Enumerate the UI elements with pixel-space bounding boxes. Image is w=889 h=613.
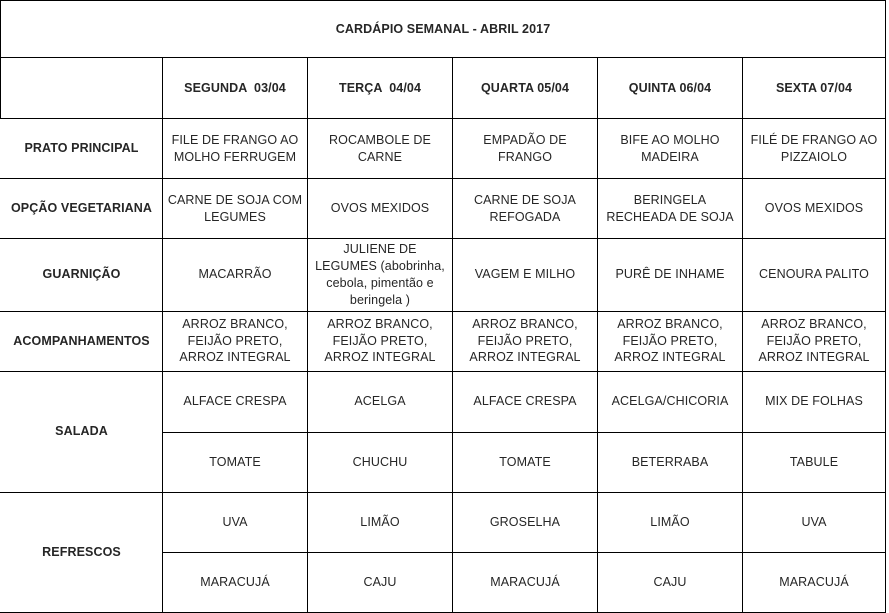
table-corner-cell [0,57,163,119]
cell-salada1-sexta: MIX DE FOLHAS [741,370,887,433]
cell-salada1-quinta: ACELGA/CHICORIA [597,370,743,433]
cell-guarnicao-terca: JULIENE DE LEGUMES (abobrinha, cebola, p… [307,238,453,312]
table-row-guarnicao: GUARNIÇÃO MACARRÃO JULIENE DE LEGUMES (a… [0,238,887,312]
cell-refrescos1-segunda: UVA [162,491,308,553]
cell-refrescos2-terca: CAJU [307,551,453,613]
table-row-salada-2: TOMATE CHUCHU TOMATE BETERRABA TABULE [1,431,887,493]
cell-salada1-quarta: ALFACE CRESPA [452,370,598,433]
cell-acompanhamentos-quarta: ARROZ BRANCO, FEIJÃO PRETO, ARROZ INTEGR… [452,310,598,372]
cell-refrescos1-quinta: LIMÃO [597,491,743,553]
table-row-acompanhamentos: ACOMPANHAMENTOS ARROZ BRANCO, FEIJÃO PRE… [0,310,887,372]
cell-prato-principal-quarta: EMPADÃO DE FRANGO [452,118,598,179]
table-row-refrescos-1: REFRESCOS UVA LIMÃO GROSELHA LIMÃO UVA [0,491,887,613]
cell-salada2-terca: CHUCHU [307,431,453,493]
cell-opcao-vegetariana-sexta: OVOS MEXIDOS [741,178,887,239]
cell-guarnicao-sexta: CENOURA PALITO [741,238,887,312]
cell-prato-principal-segunda: FILE DE FRANGO AO MOLHO FERRUGEM [162,118,308,179]
day-header-segunda: SEGUNDA 03/04 [162,57,308,119]
day-header-quinta: QUINTA 06/04 [597,57,743,119]
cell-refrescos2-segunda: MARACUJÁ [162,551,308,613]
table-row-prato-principal: PRATO PRINCIPAL FILE DE FRANGO AO MOLHO … [0,118,887,179]
cell-guarnicao-quinta: PURÊ DE INHAME [597,238,743,312]
day-header-sexta: SEXTA 07/04 [741,57,887,119]
cell-opcao-vegetariana-segunda: CARNE DE SOJA COM LEGUMES [162,178,308,239]
cell-acompanhamentos-sexta: ARROZ BRANCO, FEIJÃO PRETO, ARROZ INTEGR… [741,310,887,372]
cell-refrescos1-quarta: GROSELHA [452,491,598,553]
cell-guarnicao-segunda: MACARRÃO [162,238,308,312]
cell-refrescos2-quarta: MARACUJÁ [452,551,598,613]
cell-refrescos1-terca: LIMÃO [307,491,453,553]
cell-refrescos2-quinta: CAJU [597,551,743,613]
cell-prato-principal-sexta: FILÉ DE FRANGO AO PIZZAIOLO [741,118,887,179]
cell-refrescos2-sexta: MARACUJÁ [741,551,887,613]
cell-acompanhamentos-segunda: ARROZ BRANCO, FEIJÃO PRETO, ARROZ INTEGR… [162,310,308,372]
cell-salada2-segunda: TOMATE [162,431,308,493]
cell-salada2-sexta: TABULE [741,431,887,493]
day-header-quarta: QUARTA 05/04 [452,57,598,119]
cell-salada2-quarta: TOMATE [452,431,598,493]
cell-refrescos1-sexta: UVA [741,491,887,553]
row-label-prato-principal: PRATO PRINCIPAL [0,118,163,179]
cell-salada1-segunda: ALFACE CRESPA [162,370,308,433]
row-label-salada: SALADA [0,370,163,493]
table-row-opcao-vegetariana: OPÇÃO VEGETARIANA CARNE DE SOJA COM LEGU… [0,178,887,239]
day-header-terca: TERÇA 04/04 [307,57,453,119]
cell-salada2-quinta: BETERRABA [597,431,743,493]
cell-opcao-vegetariana-terca: OVOS MEXIDOS [307,178,453,239]
row-label-refrescos: REFRESCOS [0,491,163,613]
page-title: CARDÁPIO SEMANAL - ABRIL 2017 [0,0,887,58]
cell-salada1-terca: ACELGA [307,370,453,433]
cell-prato-principal-terca: ROCAMBOLE DE CARNE [307,118,453,179]
day-header-row: SEGUNDA 03/04 TERÇA 04/04 QUARTA 05/04 Q… [0,57,887,119]
cell-acompanhamentos-terca: ARROZ BRANCO, FEIJÃO PRETO, ARROZ INTEGR… [307,310,453,372]
cell-prato-principal-quinta: BIFE AO MOLHO MADEIRA [597,118,743,179]
row-label-guarnicao: GUARNIÇÃO [0,238,163,312]
cell-guarnicao-quarta: VAGEM E MILHO [452,238,598,312]
row-label-opcao-vegetariana: OPÇÃO VEGETARIANA [0,178,163,239]
cell-acompanhamentos-quinta: ARROZ BRANCO, FEIJÃO PRETO, ARROZ INTEGR… [597,310,743,372]
cell-opcao-vegetariana-quarta: CARNE DE SOJA REFOGADA [452,178,598,239]
table-row-salada-1: SALADA ALFACE CRESPA ACELGA ALFACE CRESP… [0,370,887,493]
row-label-acompanhamentos: ACOMPANHAMENTOS [0,310,163,372]
title-row: CARDÁPIO SEMANAL - ABRIL 2017 [0,0,887,58]
cell-opcao-vegetariana-quinta: BERINGELA RECHEADA DE SOJA [597,178,743,239]
